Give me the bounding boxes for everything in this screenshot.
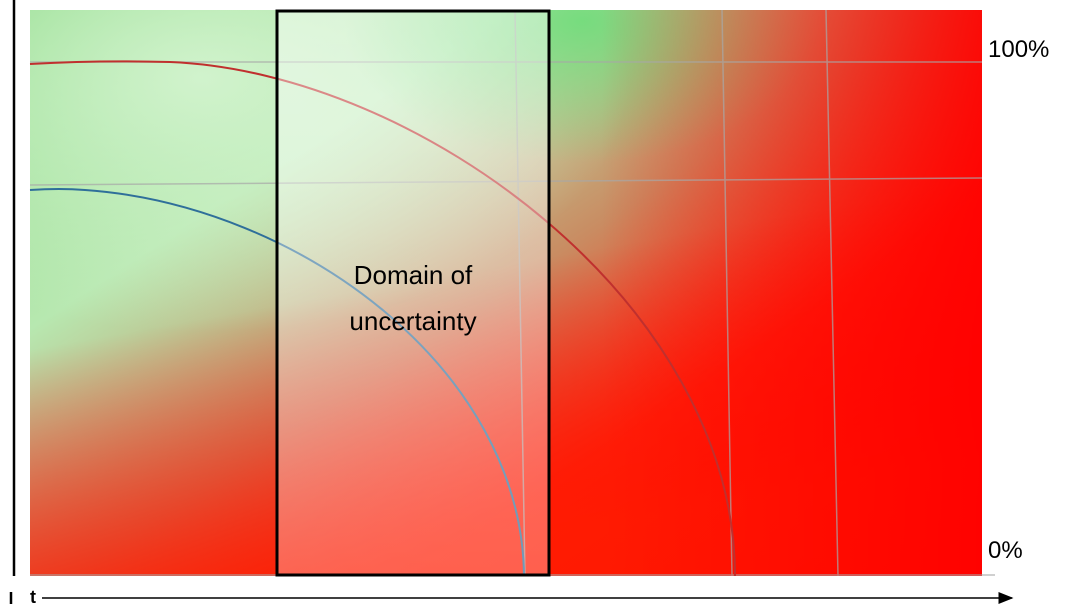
- uncertainty-label-line1: Domain of: [354, 260, 473, 290]
- grid-line-vertical-3: [825, 9, 839, 577]
- x-axis-letter: t: [30, 587, 36, 606]
- uncertainty-box: [275, 9, 551, 577]
- grid-line-vertical-2: [721, 9, 733, 577]
- percent-label-0: 0%: [988, 537, 1023, 564]
- percent-label-100: 100%: [988, 36, 1049, 63]
- uncertainty-label-line2: uncertainty: [349, 306, 476, 336]
